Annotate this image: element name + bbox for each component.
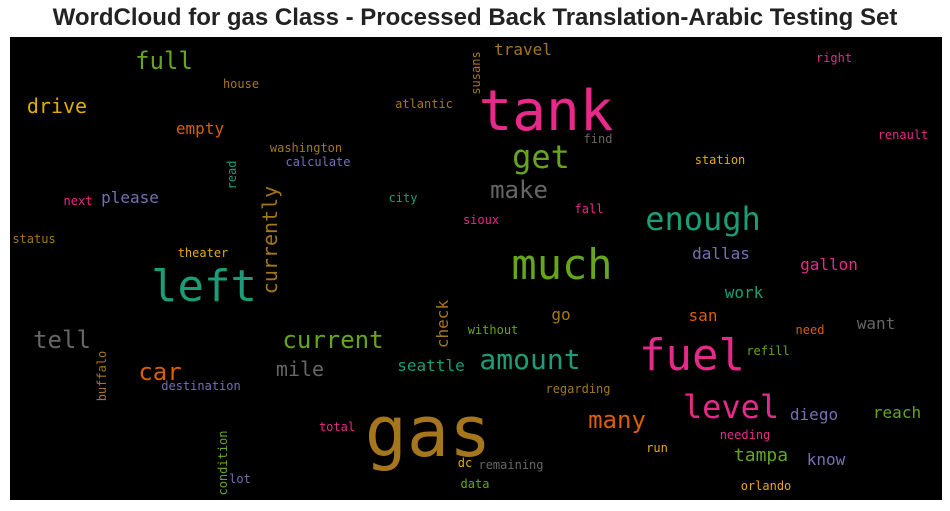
word-lot: lot <box>229 472 251 486</box>
word-orlando: orlando <box>740 479 792 493</box>
word-refill: refill <box>746 344 790 358</box>
word-condition: condition <box>216 430 230 496</box>
wordcloud-canvas: gas tank fuel much left enough get level amount c… <box>10 37 942 500</box>
word-full: full <box>135 47 193 75</box>
word-washington: washington <box>269 141 343 155</box>
word-total: total <box>318 420 356 434</box>
word-needing: needing <box>719 428 771 442</box>
chart-title: WordCloud for gas Class - Processed Back… <box>52 4 898 31</box>
word-car: car <box>138 358 182 386</box>
word-check: check <box>433 299 452 349</box>
word-know: know <box>806 450 846 469</box>
word-tampa: tampa <box>733 445 789 466</box>
word-remaining: remaining <box>478 458 544 472</box>
word-please: please <box>101 188 159 207</box>
word-buffalo: buffalo <box>95 350 109 402</box>
word-run: run <box>646 441 668 455</box>
word-house: house <box>222 77 260 91</box>
word-many: many <box>588 406 646 434</box>
word-tank: tank <box>478 79 614 144</box>
word-dallas: dallas <box>692 244 750 263</box>
word-fall: fall <box>574 202 604 216</box>
word-data: data <box>460 477 490 491</box>
word-currently: currently <box>258 185 282 295</box>
word-need: need <box>795 323 825 337</box>
word-next: next <box>63 194 93 208</box>
word-renault: renault <box>877 128 929 142</box>
word-enough: enough <box>645 200 761 238</box>
word-drive: drive <box>26 94 88 118</box>
word-current: current <box>282 326 384 354</box>
word-san: san <box>688 306 718 325</box>
word-left: left <box>151 261 257 312</box>
word-want: want <box>856 314 896 333</box>
word-go: go <box>551 305 571 324</box>
word-without: without <box>467 323 519 337</box>
word-sioux: sioux <box>462 213 500 227</box>
word-calculate: calculate <box>285 155 351 169</box>
word-city: city <box>388 191 418 205</box>
word-gas: gas <box>364 391 492 473</box>
word-dc: dc <box>457 456 473 470</box>
word-empty: empty <box>175 119 225 138</box>
word-destination: destination <box>161 379 241 393</box>
word-mile: mile <box>275 357 325 381</box>
word-make: make <box>490 176 548 204</box>
word-fuel: fuel <box>639 330 745 381</box>
word-amount: amount <box>479 343 581 376</box>
word-level: level <box>682 388 780 426</box>
word-right: right <box>815 51 853 65</box>
word-reach: reach <box>872 403 922 422</box>
word-seattle: seattle <box>397 356 465 375</box>
word-theater: theater <box>177 246 229 260</box>
word-find: find <box>583 132 613 146</box>
word-get: get <box>512 138 570 176</box>
word-work: work <box>724 283 764 302</box>
word-status: status <box>12 232 56 246</box>
word-travel: travel <box>494 40 552 59</box>
word-read: read <box>225 160 239 190</box>
word-regarding: regarding <box>545 382 611 396</box>
word-susans: susans <box>469 51 483 95</box>
word-gallon: gallon <box>800 255 858 274</box>
word-tell: tell <box>33 326 91 354</box>
word-station: station <box>694 153 746 167</box>
word-much: much <box>511 240 613 289</box>
word-diego: diego <box>789 405 839 424</box>
word-atlantic: atlantic <box>395 97 453 111</box>
